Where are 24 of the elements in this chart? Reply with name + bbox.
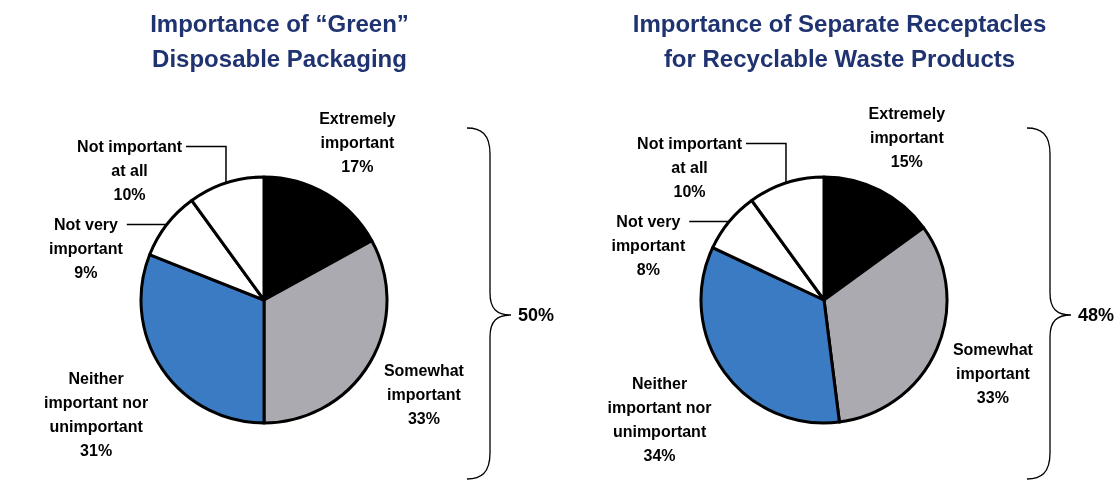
chart-title: Importance of “Green” Disposable Packaging xyxy=(149,9,410,74)
slice-label: Not very important xyxy=(49,216,124,258)
slice-label: Not very important xyxy=(611,213,686,255)
data-label: 10% xyxy=(673,183,706,201)
data-label: 34% xyxy=(643,446,676,464)
text: 48% xyxy=(1078,304,1115,326)
slice-label: Extremely important xyxy=(868,104,946,146)
text: 50% xyxy=(518,304,555,326)
chart-title: Importance of Separate Receptacles for Recyclable Waste Products xyxy=(631,9,1048,74)
data-label: 17% xyxy=(341,157,374,175)
slice-label: Neither important nor unimportant xyxy=(607,374,712,440)
data-label: 10% xyxy=(113,186,146,204)
slice-label: Not important at all xyxy=(637,135,743,177)
data-label: 33% xyxy=(407,410,440,428)
slice-label: Somewhat important xyxy=(952,340,1034,382)
slice-label: Extremely important xyxy=(319,109,396,151)
data-label: 15% xyxy=(890,152,923,170)
slice-label: Neither important nor unimportant xyxy=(44,369,149,435)
slice-label: Somewhat important xyxy=(383,362,465,404)
data-label: 8% xyxy=(636,261,660,279)
slice-label: Not important at all xyxy=(77,138,183,180)
data-label: 31% xyxy=(80,441,113,459)
data-label: 33% xyxy=(976,388,1009,406)
data-label: 9% xyxy=(74,264,98,282)
